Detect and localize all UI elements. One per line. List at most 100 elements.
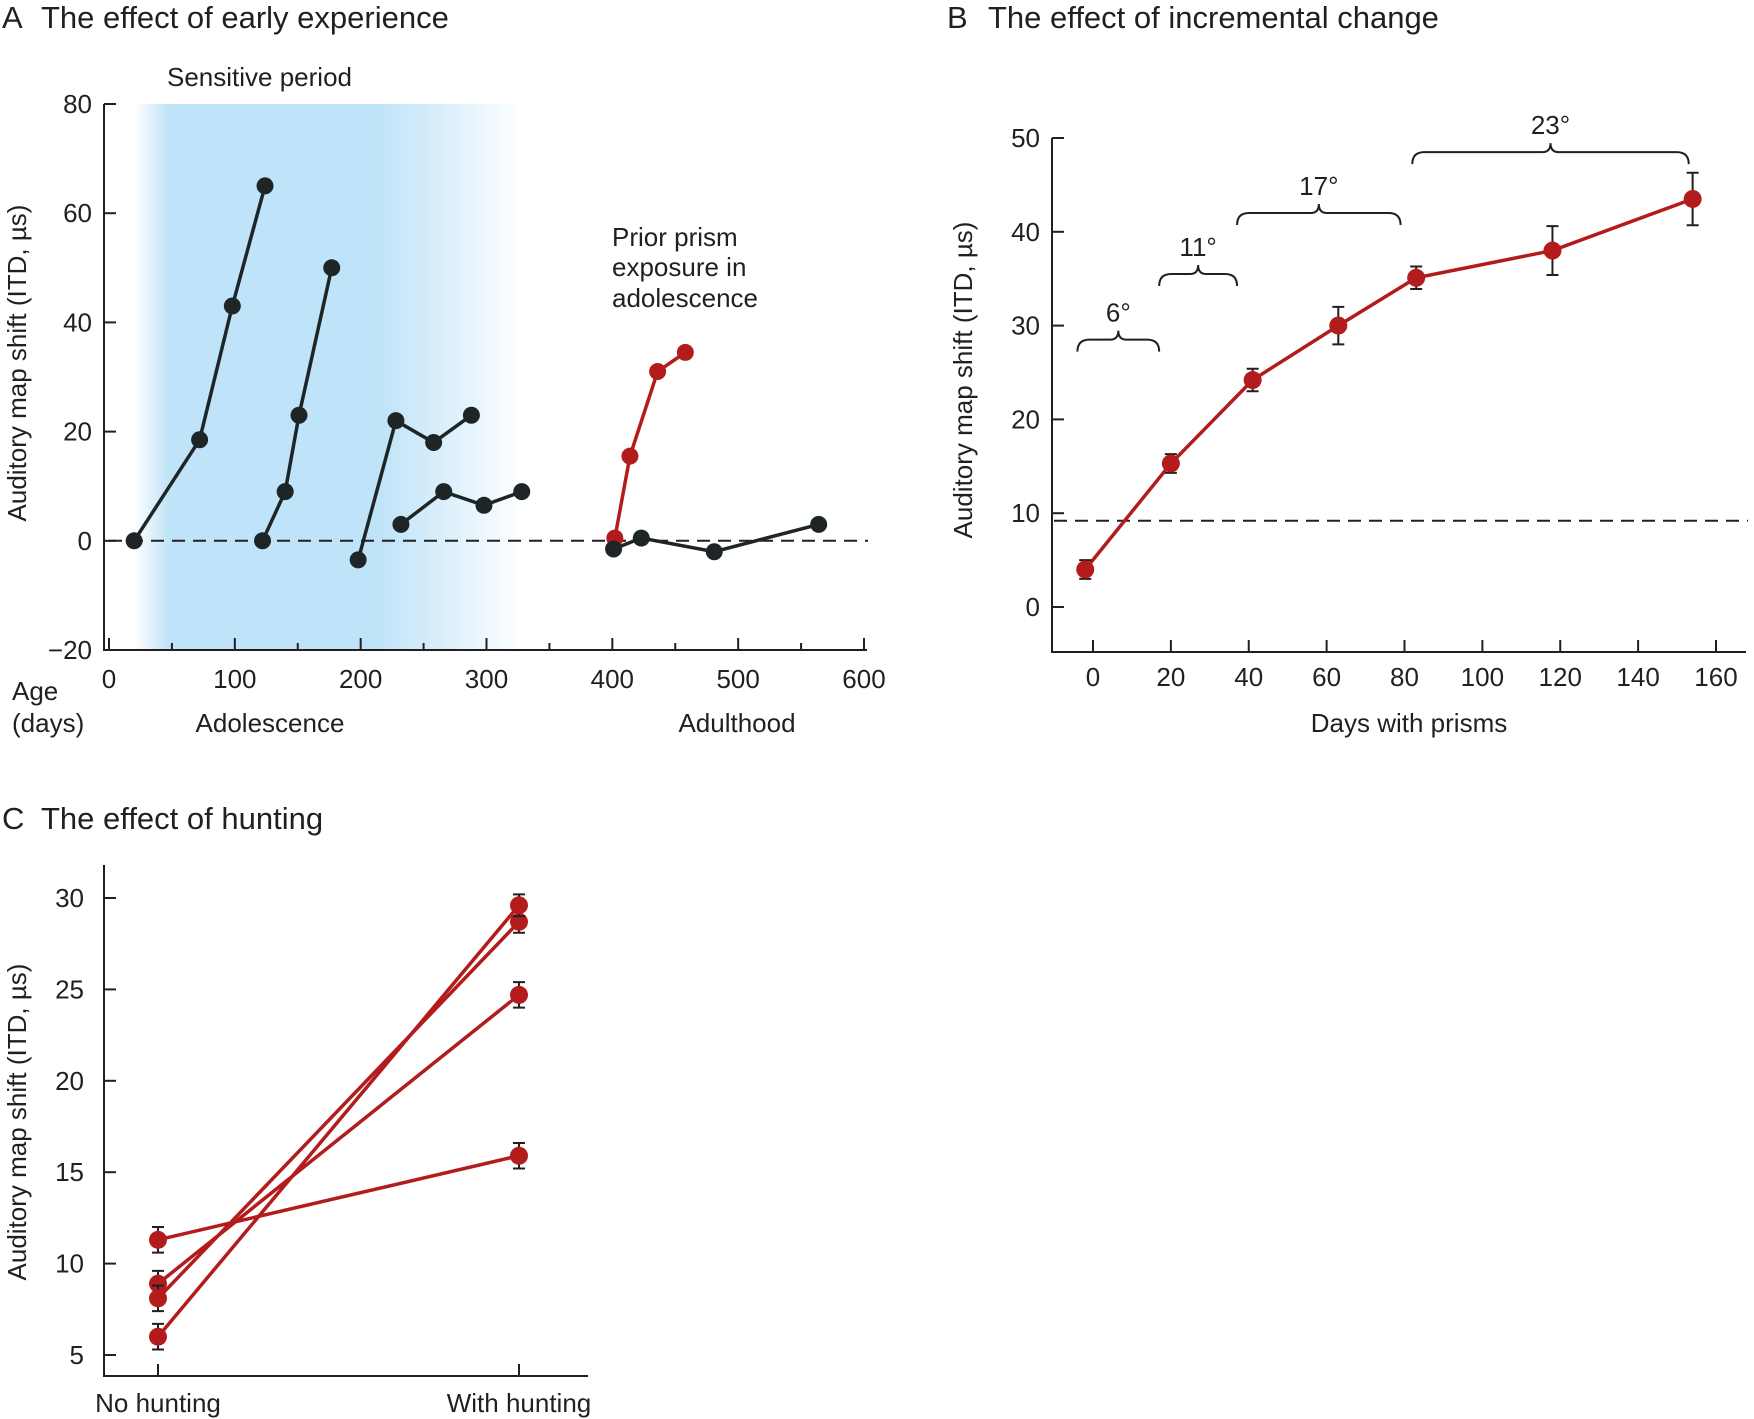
panel-b-y-tick-label: 20 xyxy=(1011,404,1040,434)
sensitive-period-shading xyxy=(134,104,525,650)
panel-a-title: The effect of early experience xyxy=(41,0,449,35)
panel-c-data-point xyxy=(149,1274,167,1293)
panel-c-title: The effect of hunting xyxy=(41,801,323,836)
panel-a-letter: A xyxy=(2,0,23,35)
panel-b-title: The effect of incremental change xyxy=(988,0,1439,35)
panel-a-y-tick-label: −20 xyxy=(48,635,92,665)
panel-b-y-tick-label: 30 xyxy=(1011,311,1040,341)
panel-a-y-tick-label: 20 xyxy=(63,417,92,447)
panel-c-axes xyxy=(103,865,588,1377)
panel-c-data-point xyxy=(149,1230,167,1249)
panel-b-data-point xyxy=(1243,371,1262,390)
panel-a-data-point xyxy=(632,529,650,547)
panel-b-x-tick-label: 140 xyxy=(1616,662,1659,692)
panel-b-data-point xyxy=(1329,316,1348,335)
panel-b-y-tick-label: 0 xyxy=(1026,592,1040,622)
panel-c-y-tick-label: 30 xyxy=(55,883,84,913)
panel-b: B The effect of incremental change Audit… xyxy=(947,0,1748,738)
panel-c-y-tick-label: 15 xyxy=(55,1157,84,1187)
panel-a-data-point xyxy=(323,259,341,277)
panel-b-data-point xyxy=(1543,241,1562,260)
panel-a-data-point xyxy=(223,297,241,315)
panel-b-bracket xyxy=(1236,203,1402,226)
panel-c-y-tick-label: 10 xyxy=(55,1249,84,1279)
panel-a-series-line xyxy=(399,489,523,526)
panel-a-series-line xyxy=(132,185,267,542)
sensitive-period-label: Sensitive period xyxy=(167,62,352,92)
panel-c-data-point xyxy=(510,896,528,915)
panel-b-x-tick-label: 40 xyxy=(1234,662,1263,692)
panel-a-data-point xyxy=(810,515,828,533)
panel-a-data-point xyxy=(705,543,723,561)
panel-a-data-point xyxy=(256,177,274,195)
panel-a-data-point xyxy=(387,412,405,430)
panel-a-x-tick-label: 300 xyxy=(465,664,508,694)
panel-b-y-tick-label: 40 xyxy=(1011,217,1040,247)
panel-b-data-point xyxy=(1076,560,1095,579)
panel-a-data-point xyxy=(475,496,493,514)
panel-a-y-tick-label: 60 xyxy=(63,198,92,228)
panel-a-x-tick-label: 0 xyxy=(102,664,116,694)
panel-a-data-point xyxy=(276,483,294,501)
panel-b-x-tick-label: 160 xyxy=(1694,662,1737,692)
panel-a-data-point xyxy=(425,434,443,452)
panel-c-y-tick-label: 20 xyxy=(55,1066,84,1096)
panel-c-category-label: With hunting xyxy=(447,1388,592,1418)
panel-a-x-axis-label-days: (days) xyxy=(12,708,84,738)
panel-c-series-line xyxy=(156,904,521,1338)
panel-b-y-tick-label: 10 xyxy=(1011,498,1040,528)
panel-c-y-tick-label: 25 xyxy=(55,974,84,1004)
panel-a-y-tick-label: 40 xyxy=(63,307,92,337)
panel-c-y-axis-label: Auditory map shift (ITD, µs) xyxy=(2,964,32,1281)
panel-b-x-axis-label: Days with prisms xyxy=(1311,708,1507,738)
panel-b-x-tick-label: 80 xyxy=(1390,662,1419,692)
panel-a-data-point xyxy=(462,406,480,424)
panel-b-x-tick-label: 20 xyxy=(1156,662,1185,692)
prior-prism-label-line-1: Prior prism xyxy=(612,222,738,252)
panel-a-y-tick-label: 80 xyxy=(63,89,92,119)
adulthood-label: Adulthood xyxy=(678,708,795,738)
panel-a-data-point xyxy=(290,406,308,424)
panel-c-data-point xyxy=(510,1146,528,1165)
panel-a-x-tick-label: 500 xyxy=(716,664,759,694)
panel-b-x-tick-label: 0 xyxy=(1086,662,1100,692)
panel-c-y-tick-label: 5 xyxy=(70,1340,84,1370)
panel-b-bracket-label: 23° xyxy=(1531,110,1570,140)
panel-a-y-axis-label: Auditory map shift (ITD, µs) xyxy=(2,205,32,522)
panel-b-bracket-label: 17° xyxy=(1299,171,1338,201)
panel-b-x-tick-label: 60 xyxy=(1312,662,1341,692)
panel-a-series-line xyxy=(612,522,820,554)
panel-b-x-tick-label: 120 xyxy=(1539,662,1582,692)
panel-a-data-point xyxy=(191,431,209,449)
panel-a-series-line xyxy=(356,413,473,561)
panel-b-y-tick-label: 50 xyxy=(1011,123,1040,153)
panel-a-data-point xyxy=(392,515,410,533)
panel-a-data-point xyxy=(254,532,272,550)
adolescence-label: Adolescence xyxy=(196,708,345,738)
panel-c-data-point xyxy=(510,985,528,1004)
panel-a-y-tick-label: 0 xyxy=(78,526,92,556)
panel-a-data-point xyxy=(621,447,639,465)
panel-b-letter: B xyxy=(947,0,968,35)
panel-a-data-point xyxy=(649,363,667,381)
prior-prism-label-line-3: adolescence xyxy=(612,283,758,313)
panel-a-data-point xyxy=(125,532,143,550)
panel-b-x-tick-label: 100 xyxy=(1461,662,1504,692)
panel-a-x-tick-label: 100 xyxy=(213,664,256,694)
panel-c-data-point xyxy=(149,1327,167,1346)
panel-b-data-point xyxy=(1407,268,1426,287)
panel-a-x-tick-label: 200 xyxy=(339,664,382,694)
panel-b-data-point xyxy=(1161,454,1180,473)
panel-a-data-point xyxy=(605,540,623,558)
panel-b-data-point xyxy=(1683,189,1702,208)
panel-a-data-point xyxy=(513,483,531,501)
panel-b-bracket-label: 11° xyxy=(1179,232,1216,262)
panel-c-letter: C xyxy=(2,801,24,836)
panel-a: A The effect of early experience Sensiti… xyxy=(2,0,886,738)
panel-b-axes xyxy=(1051,138,1746,653)
prior-prism-label-line-2: exposure in xyxy=(612,252,746,282)
panel-b-bracket xyxy=(1411,143,1690,165)
panel-c-series-line xyxy=(156,920,521,1300)
panel-b-bracket xyxy=(1076,330,1161,352)
